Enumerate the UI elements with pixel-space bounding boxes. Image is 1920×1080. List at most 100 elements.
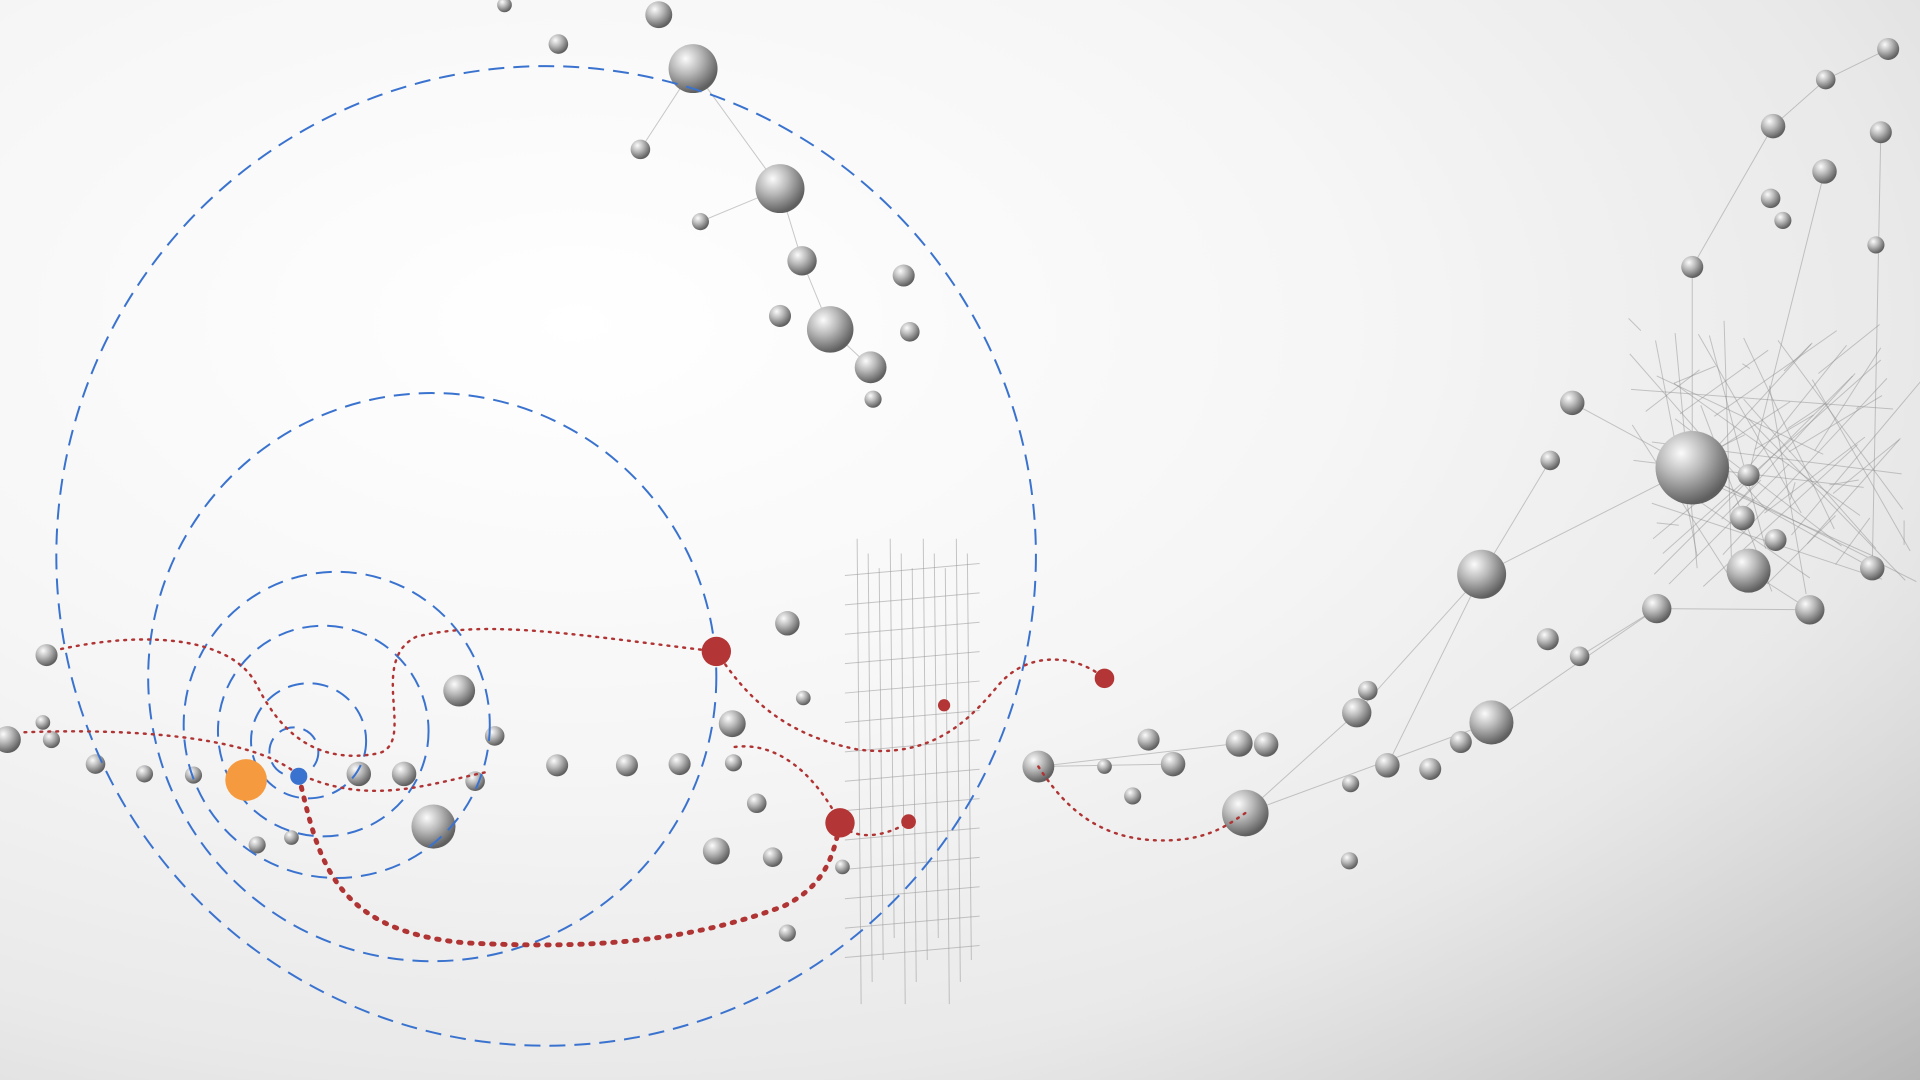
network-link: [1481, 467, 1693, 575]
grid-vertical-line: [900, 553, 906, 1005]
network-link: [1679, 349, 1769, 415]
network-link: [1656, 608, 1810, 611]
grid-horizontal-line: [844, 886, 980, 900]
network-link: [1732, 373, 1856, 509]
grid-vertical-line: [922, 538, 928, 961]
network-link: [1630, 388, 1894, 410]
grid-vertical-line: [878, 568, 884, 961]
network-link: [1783, 343, 1812, 372]
network-sphere: [1340, 852, 1358, 870]
network-sphere: [135, 765, 154, 783]
network-sphere: [1253, 732, 1279, 757]
network-link: [1038, 742, 1240, 768]
network-link: [1748, 171, 1825, 476]
orbit-medium: [182, 570, 491, 879]
network-sphere: [1469, 700, 1514, 745]
network-link: [1806, 438, 1901, 545]
network-sphere: [443, 674, 476, 707]
network-sphere: [1097, 759, 1112, 774]
highlight-node-3: [1094, 668, 1115, 689]
network-sphere: [806, 306, 854, 353]
network-sphere: [1760, 188, 1781, 209]
network-sphere: [184, 766, 203, 784]
network-sphere: [1655, 431, 1729, 505]
grid-horizontal-line: [844, 768, 980, 782]
network-link: [1832, 439, 1900, 494]
network-link: [1766, 515, 1836, 585]
network-link: [1708, 335, 1767, 549]
network-sphere: [835, 859, 850, 875]
network-sphere: [724, 754, 743, 772]
network-sphere: [1867, 236, 1885, 254]
network-sphere: [411, 804, 456, 849]
network-link: [1245, 721, 1492, 814]
grid-horizontal-line: [844, 827, 980, 841]
network-link: [1673, 365, 1716, 384]
network-link: [1386, 574, 1483, 766]
grid-horizontal-line: [844, 680, 980, 694]
network-link: [1579, 608, 1657, 657]
network-link: [1645, 369, 1700, 412]
dotted-path-left: [23, 730, 492, 793]
network-sphere: [548, 34, 569, 54]
network-sphere: [497, 0, 512, 13]
network-sphere: [762, 847, 783, 867]
network-sphere: [1726, 548, 1771, 593]
network-link: [1697, 334, 1802, 514]
network-sphere: [864, 390, 882, 408]
network-sphere: [284, 830, 299, 845]
network-sphere: [1815, 69, 1836, 90]
network-link: [1631, 424, 1738, 590]
network-sphere: [668, 44, 718, 94]
network-link: [1720, 434, 1746, 448]
network-sphere: [755, 164, 805, 214]
network-sphere: [1681, 255, 1704, 278]
network-link: [692, 68, 781, 189]
network-sphere: [35, 715, 51, 730]
network-link: [1692, 474, 1879, 559]
dotted-path-upper: [60, 627, 718, 757]
grid-horizontal-line: [844, 915, 980, 929]
network-sphere: [1877, 37, 1900, 60]
network-link: [1244, 712, 1358, 814]
network-sphere: [1449, 731, 1472, 754]
network-link: [1713, 330, 1838, 417]
network-link: [1754, 414, 1814, 450]
network-link: [1787, 403, 1825, 429]
network-sphere: [630, 139, 651, 160]
network-sphere: [391, 761, 417, 787]
network-sphere: [1860, 555, 1885, 581]
network-sphere: [1774, 211, 1792, 229]
network-link: [1491, 608, 1658, 723]
network-link: [1721, 479, 1762, 520]
network-sphere: [645, 1, 673, 29]
grid-vertical-line: [889, 538, 895, 938]
network-sphere: [1137, 728, 1160, 751]
network-sphere: [691, 213, 709, 231]
highlight-nodes: [225, 636, 1115, 838]
network-sphere: [346, 761, 372, 787]
grid-horizontal-line: [844, 945, 980, 959]
network-link: [1628, 318, 1642, 331]
network-sphere: [795, 690, 811, 706]
network-sphere: [900, 322, 920, 342]
network-sphere: [668, 753, 691, 776]
network-link: [1855, 406, 1860, 410]
network-link: [1723, 320, 1732, 559]
network-sphere: [85, 754, 106, 774]
network-link: [1673, 382, 1861, 516]
highlight-node-5: [937, 699, 951, 712]
grid-horizontal-line: [844, 651, 980, 665]
network-sphere: [1760, 113, 1786, 139]
grid-horizontal-line: [844, 592, 980, 606]
network-link: [1668, 463, 1790, 585]
network-sphere: [702, 837, 730, 865]
grid-vertical-line: [955, 538, 961, 983]
dotted-path-middle: [715, 650, 1106, 753]
network-link: [1356, 573, 1483, 713]
orbit-rings: [55, 65, 1037, 1047]
network-link: [1656, 522, 1679, 526]
network-link: [1764, 436, 1866, 514]
network-sphere: [1560, 390, 1585, 416]
